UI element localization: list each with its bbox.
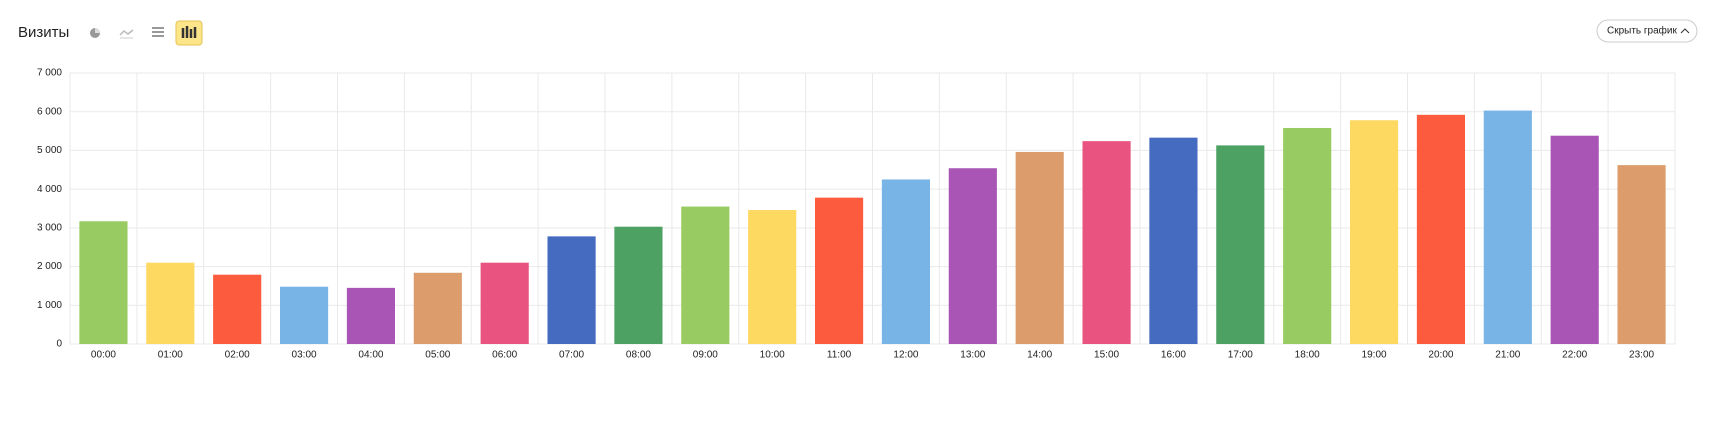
bar-icon[interactable] bbox=[175, 20, 203, 46]
x-tick-label: 19:00 bbox=[1362, 350, 1387, 361]
x-tick-label: 12:00 bbox=[893, 350, 918, 361]
bar bbox=[948, 168, 997, 344]
bar bbox=[146, 262, 195, 344]
chart-title: Визиты bbox=[18, 24, 69, 41]
line-icon[interactable] bbox=[119, 29, 134, 39]
bar bbox=[681, 206, 730, 344]
pie-icon[interactable] bbox=[90, 28, 100, 38]
bar bbox=[1483, 110, 1532, 344]
x-tick-label: 08:00 bbox=[626, 350, 651, 361]
bar bbox=[346, 287, 396, 344]
bar bbox=[1550, 135, 1599, 344]
bar bbox=[614, 226, 663, 344]
x-tick-label: 10:00 bbox=[760, 350, 785, 361]
x-tick-label: 09:00 bbox=[693, 350, 718, 361]
y-tick-label: 5 000 bbox=[37, 145, 62, 156]
x-tick-label: 13:00 bbox=[960, 350, 985, 361]
x-tick-label: 16:00 bbox=[1161, 350, 1186, 361]
area-icon[interactable] bbox=[152, 27, 164, 37]
bar bbox=[79, 221, 128, 344]
y-tick-label: 0 bbox=[56, 339, 62, 350]
x-tick-label: 05:00 bbox=[425, 350, 450, 361]
y-tick-label: 2 000 bbox=[37, 261, 62, 272]
bar bbox=[881, 179, 931, 344]
hide-chart-button[interactable]: Скрыть график bbox=[1596, 19, 1698, 43]
y-tick-label: 6 000 bbox=[37, 106, 62, 117]
bar bbox=[1283, 127, 1332, 344]
x-tick-label: 02:00 bbox=[225, 350, 250, 361]
x-tick-label: 22:00 bbox=[1562, 350, 1587, 361]
bar bbox=[748, 210, 797, 344]
x-tick-label: 00:00 bbox=[91, 350, 116, 361]
x-tick-label: 01:00 bbox=[158, 350, 183, 361]
x-tick-label: 15:00 bbox=[1094, 350, 1119, 361]
x-tick-label: 17:00 bbox=[1228, 350, 1253, 361]
x-tick-label: 20:00 bbox=[1428, 350, 1453, 361]
y-tick-label: 7 000 bbox=[37, 68, 62, 79]
bar bbox=[413, 272, 462, 344]
bar bbox=[480, 262, 529, 344]
x-tick-label: 18:00 bbox=[1295, 350, 1320, 361]
x-tick-label: 04:00 bbox=[358, 350, 383, 361]
x-tick-label: 03:00 bbox=[292, 350, 317, 361]
bar bbox=[279, 286, 329, 344]
x-tick-label: 21:00 bbox=[1495, 350, 1520, 361]
x-tick-label: 14:00 bbox=[1027, 350, 1052, 361]
y-tick-label: 4 000 bbox=[37, 184, 62, 195]
bar bbox=[1349, 120, 1399, 344]
x-tick-label: 06:00 bbox=[492, 350, 517, 361]
bar bbox=[1216, 145, 1265, 344]
y-tick-label: 3 000 bbox=[37, 222, 62, 233]
x-tick-label: 07:00 bbox=[559, 350, 584, 361]
bar bbox=[213, 274, 262, 344]
bar bbox=[547, 236, 596, 344]
hide-chart-label: Скрыть график bbox=[1607, 25, 1677, 37]
y-tick-label: 1 000 bbox=[37, 300, 62, 311]
chart-type-switch bbox=[90, 20, 203, 46]
bar bbox=[814, 197, 864, 344]
bar bbox=[1416, 114, 1466, 344]
x-tick-label: 11:00 bbox=[827, 350, 852, 361]
bar bbox=[1015, 151, 1064, 344]
x-tick-label: 23:00 bbox=[1629, 350, 1654, 361]
bar bbox=[1149, 137, 1198, 344]
bar bbox=[1082, 141, 1131, 344]
bar bbox=[1617, 165, 1666, 344]
